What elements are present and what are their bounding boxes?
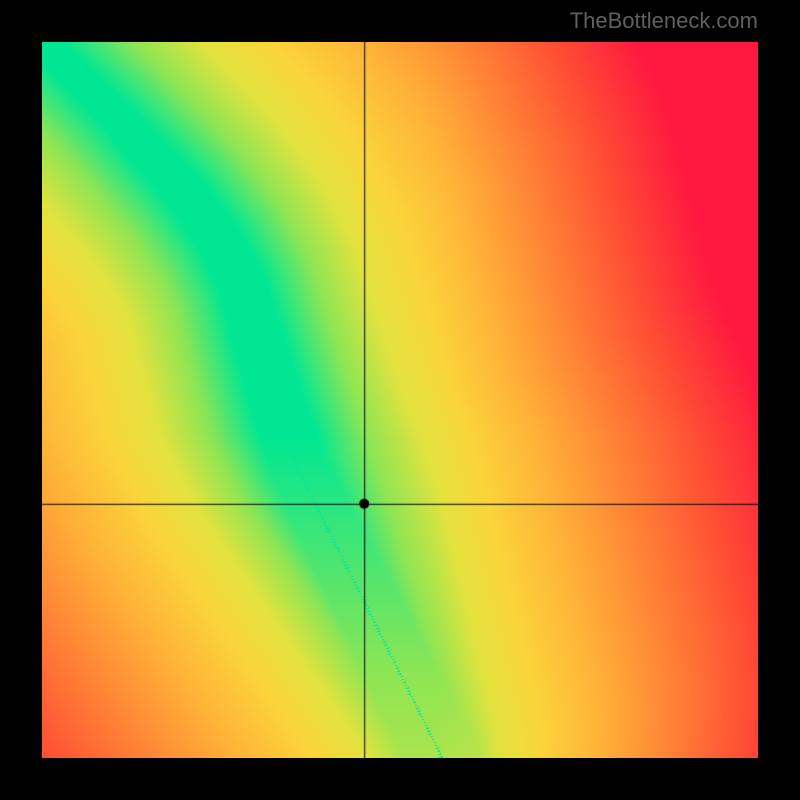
watermark-text: TheBottleneck.com <box>570 8 758 34</box>
heatmap-chart <box>42 42 758 758</box>
heatmap-canvas <box>42 42 758 758</box>
